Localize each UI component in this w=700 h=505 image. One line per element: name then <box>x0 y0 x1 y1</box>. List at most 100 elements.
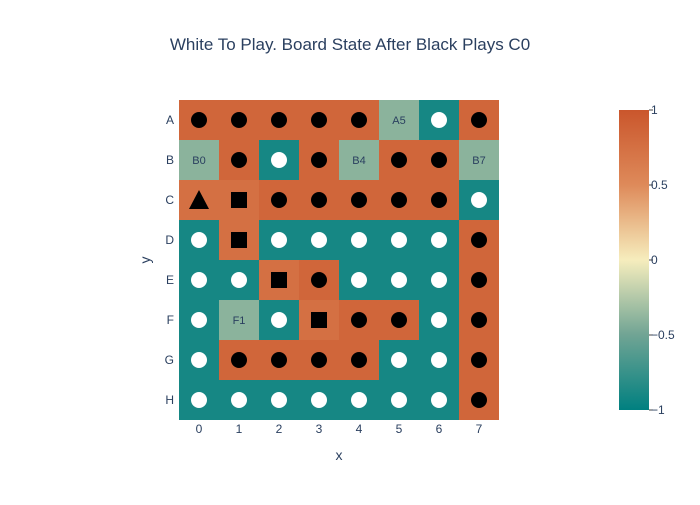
black-stone <box>431 152 447 168</box>
y-axis-ticks: A B C D E F G H <box>165 113 175 407</box>
white-stone <box>191 352 207 368</box>
cell-annotation: A5 <box>392 115 405 127</box>
colorbar-tick-label: 1 <box>651 103 658 117</box>
colorbar-tick-label: −0.5 <box>651 328 675 342</box>
white-stone <box>231 272 247 288</box>
black-square-marker <box>231 232 247 248</box>
black-stone <box>191 112 207 128</box>
cell-B4[interactable] <box>339 140 379 180</box>
black-square-marker <box>311 312 327 328</box>
colorbar <box>619 110 649 410</box>
white-stone <box>391 272 407 288</box>
white-stone <box>271 312 287 328</box>
black-stone <box>271 192 287 208</box>
black-stone <box>471 392 487 408</box>
x-tick-label: 2 <box>276 422 283 436</box>
white-stone <box>311 232 327 248</box>
white-stone <box>391 232 407 248</box>
colorbar-tick-label: −1 <box>651 403 665 417</box>
y-axis-label: y <box>137 257 153 264</box>
white-stone <box>231 392 247 408</box>
y-tick-label: C <box>165 193 174 207</box>
y-tick-label: A <box>166 113 174 127</box>
black-stone <box>431 192 447 208</box>
black-stone <box>471 272 487 288</box>
colorbar-tick-label: 0.5 <box>651 178 668 192</box>
y-tick-label: D <box>165 233 174 247</box>
black-stone <box>231 352 247 368</box>
board-pieces <box>189 112 487 408</box>
x-tick-label: 1 <box>236 422 243 436</box>
black-stone <box>271 112 287 128</box>
black-square-marker <box>231 192 247 208</box>
y-tick-label: F <box>167 313 174 327</box>
black-stone <box>311 352 327 368</box>
black-stone <box>311 152 327 168</box>
y-tick-label: B <box>166 153 174 167</box>
black-stone <box>311 272 327 288</box>
cell-annotation: B4 <box>352 155 365 167</box>
black-stone <box>351 112 367 128</box>
white-stone <box>271 392 287 408</box>
white-stone <box>191 312 207 328</box>
white-stone <box>311 392 327 408</box>
black-stone <box>471 312 487 328</box>
x-tick-label: 4 <box>356 422 363 436</box>
white-stone <box>271 152 287 168</box>
black-stone <box>471 112 487 128</box>
white-stone <box>431 272 447 288</box>
white-stone <box>391 352 407 368</box>
white-stone <box>191 232 207 248</box>
cell-B0[interactable] <box>179 140 219 180</box>
white-stone <box>351 272 367 288</box>
y-tick-label: E <box>166 273 174 287</box>
black-stone <box>271 352 287 368</box>
black-stone <box>471 232 487 248</box>
white-stone <box>431 312 447 328</box>
x-tick-label: 7 <box>476 422 483 436</box>
white-stone <box>471 192 487 208</box>
black-stone <box>311 192 327 208</box>
y-tick-label: H <box>165 393 174 407</box>
black-stone <box>351 352 367 368</box>
white-stone <box>431 232 447 248</box>
black-square-marker <box>271 272 287 288</box>
black-stone <box>391 192 407 208</box>
x-axis-ticks: 0 1 2 3 4 5 6 7 <box>196 422 483 436</box>
colorbar-tick-label: 0 <box>651 253 658 267</box>
colorbar-ticks: 1 0.5 0 −0.5 −1 <box>649 103 675 417</box>
black-stone <box>391 152 407 168</box>
white-stone <box>431 352 447 368</box>
x-axis-label: x <box>336 447 343 463</box>
cell-B7[interactable] <box>459 140 499 180</box>
white-stone <box>271 232 287 248</box>
cell-annotation: B7 <box>472 155 485 167</box>
black-triangle-last-move <box>189 190 209 209</box>
cell-annotations: A5 B0 B4 B7 F1 <box>192 115 485 327</box>
black-stone <box>351 312 367 328</box>
black-stone <box>351 192 367 208</box>
white-stone <box>431 112 447 128</box>
black-stone <box>231 112 247 128</box>
board-cells <box>179 100 499 420</box>
x-tick-label: 5 <box>396 422 403 436</box>
black-stone <box>471 352 487 368</box>
white-stone <box>351 392 367 408</box>
cell-annotation: B0 <box>192 155 205 167</box>
x-tick-label: 6 <box>436 422 443 436</box>
cell-A5[interactable] <box>379 100 419 140</box>
white-stone <box>351 232 367 248</box>
white-stone <box>391 392 407 408</box>
black-stone <box>391 312 407 328</box>
white-stone <box>431 392 447 408</box>
black-stone <box>231 152 247 168</box>
cell-F1[interactable] <box>219 300 259 340</box>
chart-title: White To Play. Board State After Black P… <box>170 35 530 54</box>
black-stone <box>311 112 327 128</box>
x-tick-label: 3 <box>316 422 323 436</box>
white-stone <box>191 272 207 288</box>
y-tick-label: G <box>165 353 174 367</box>
cell-annotation: F1 <box>233 315 246 327</box>
